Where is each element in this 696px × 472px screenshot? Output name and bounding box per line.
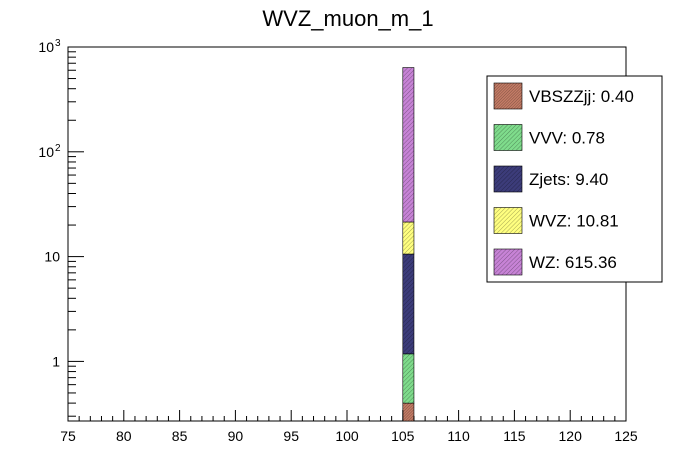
stacked-bars [402,67,415,422]
legend-label-vvv: VVV: 0.78 [529,129,605,148]
bar-hatch-wvz [402,221,414,255]
x-tick-label: 105 [391,428,415,444]
x-tick-label: 125 [614,428,638,444]
legend-swatch-hatch-vvv [494,124,522,151]
chart-title: WVZ_muon_m_1 [262,6,433,31]
x-tick-label: 100 [335,428,359,444]
legend-swatch-hatch-wvz [494,207,522,234]
x-tick-label: 110 [447,428,470,444]
x-axis: 75 80 85 90 95 100 105 110 115 120 125 [60,410,638,444]
legend-label-wvz: WVZ: 10.81 [529,212,619,231]
bar-hatch-wz [402,67,414,222]
legend-swatch-hatch-wz [494,249,522,275]
legend-label-zjets: Zjets: 9.40 [529,170,608,189]
y-tick-exponent: 2 [55,143,61,154]
y-tick-label: 10 [38,144,54,160]
legend-label-vbszzjj: VBSZZjj: 0.40 [529,87,634,106]
bar-hatch-vvv [402,353,414,404]
x-tick-label: 95 [283,428,299,444]
bar-hatch-vbszzjj [402,403,414,421]
y-tick-label: 10 [38,39,54,55]
y-tick-exponent: 3 [55,38,61,49]
x-tick-label: 75 [60,428,76,444]
legend-label-wz: WZ: 615.36 [529,253,617,272]
y-tick-label: 10 [44,249,60,265]
x-tick-label: 90 [228,428,244,444]
y-tick-label: 1 [52,353,60,369]
legend-swatch-hatch-vbszzjj [494,83,522,109]
x-tick-label: 120 [559,428,583,444]
x-tick-label: 85 [172,428,188,444]
bar-hatch-zjets [402,254,414,354]
x-tick-label: 115 [503,428,526,444]
x-tick-label: 80 [116,428,132,444]
legend: VBSZZjj: 0.40 VVV: 0.78 Zjets: 9.40 WVZ: 10… [486,75,663,283]
legend-swatch-hatch-zjets [494,166,522,192]
